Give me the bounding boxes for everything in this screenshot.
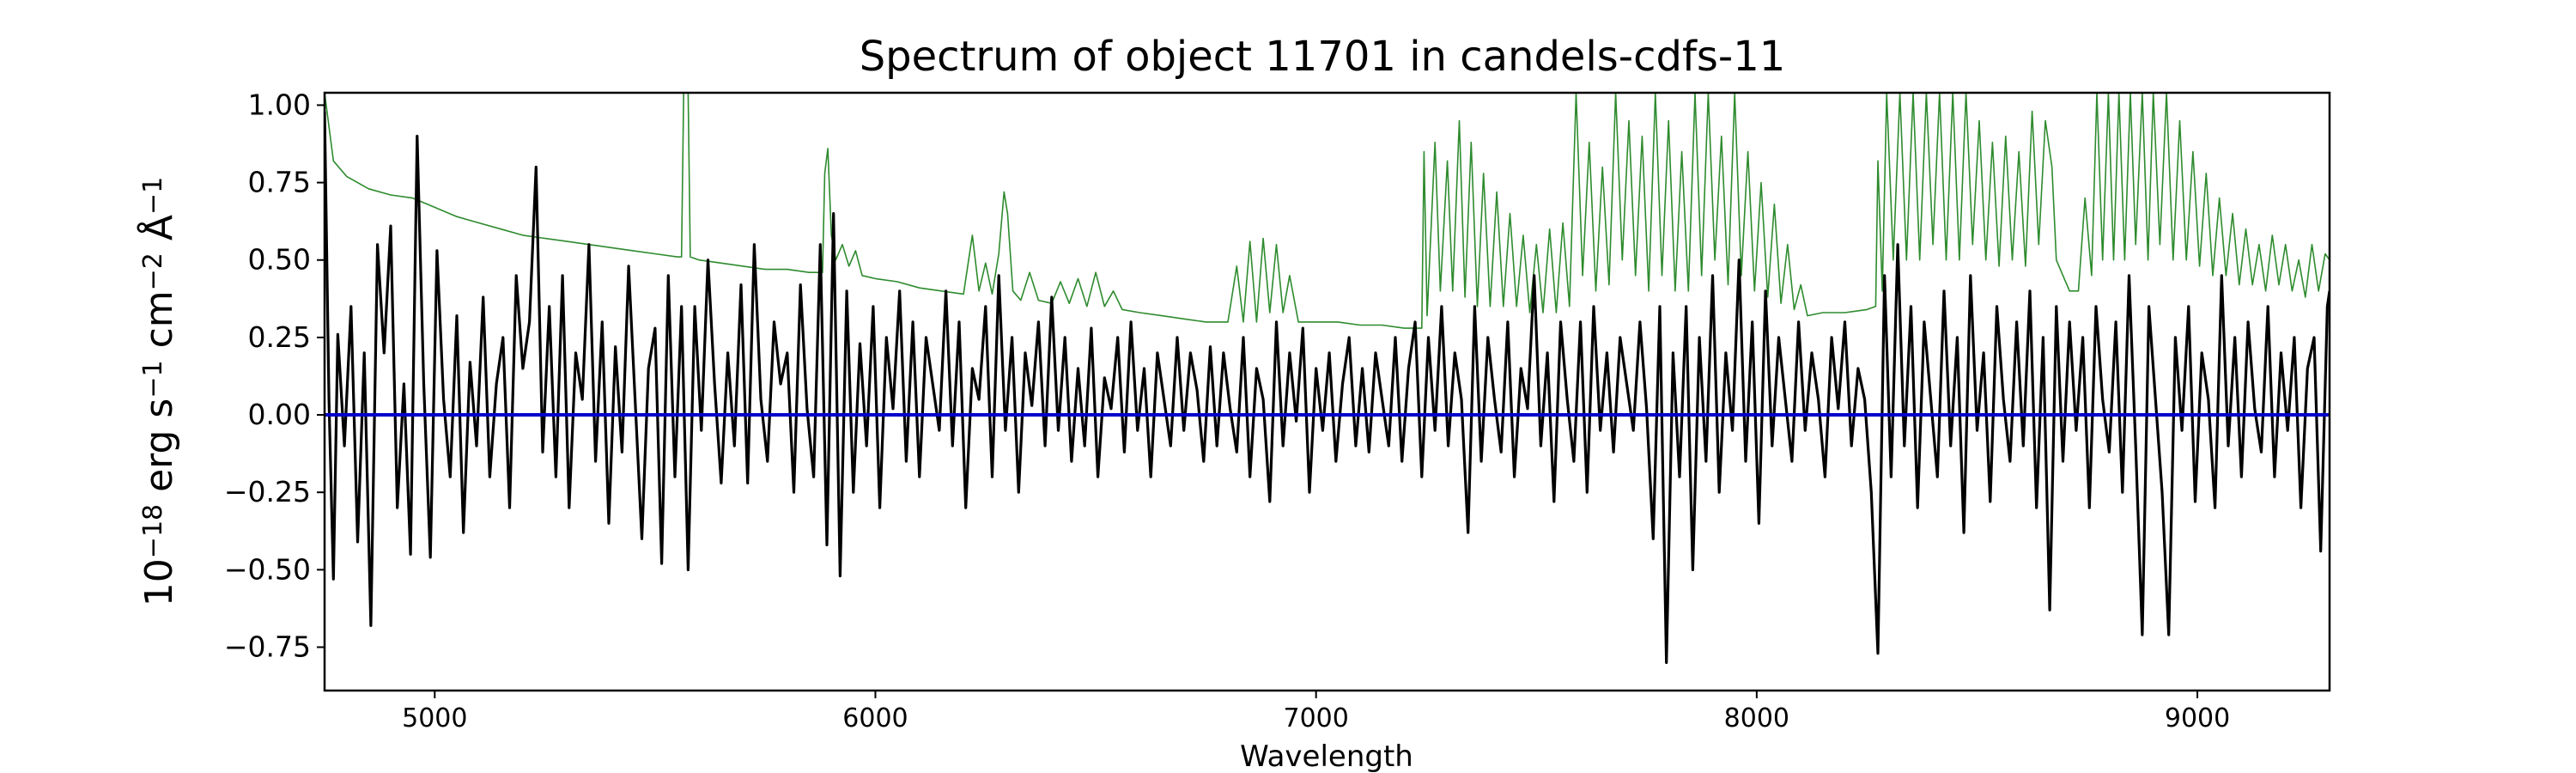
y-tick-label: −0.25	[224, 475, 311, 508]
y-label-unit: Å	[136, 215, 181, 253]
x-axis-label: Wavelength	[1240, 740, 1413, 773]
chart-title: Spectrum of object 11701 in candels-cdfs…	[860, 33, 1786, 81]
x-tick-label: 8000	[1724, 703, 1789, 733]
x-tick-label: 5000	[402, 703, 467, 733]
x-tick-label: 7000	[1283, 703, 1348, 733]
plot-frame	[323, 91, 2331, 692]
x-tick-label: 9000	[2165, 703, 2230, 733]
error-line	[325, 93, 2330, 329]
series-layer	[325, 93, 2330, 665]
y-label-exponent: −18	[138, 504, 168, 558]
y-label-unit-exponent: −2	[138, 253, 168, 290]
y-tick-label: 1.00	[248, 88, 311, 121]
y-tick-label: 0.25	[248, 320, 311, 354]
y-label-unit-exponent: −1	[138, 177, 168, 215]
y-axis-label: 10−18 erg s−1 cm−2 Å−1	[136, 177, 181, 606]
y-tick-label: 0.50	[248, 243, 311, 277]
y-tick-label: −0.75	[224, 630, 311, 664]
y-label-base: 10	[137, 558, 181, 606]
y-axis: −0.75 −0.50 −0.25 0.00 0.25 0.50 0.75 1.00	[224, 88, 325, 664]
y-label-unit: erg s	[137, 399, 181, 504]
y-tick-label: 0.75	[248, 166, 311, 199]
y-label-unit-exponent: −1	[138, 360, 168, 398]
x-tick-label: 6000	[842, 703, 908, 733]
flux-line	[325, 111, 2330, 665]
y-label-unit: cm	[137, 290, 181, 360]
y-tick-label: 0.00	[248, 398, 311, 431]
y-tick-label: −0.50	[224, 552, 311, 586]
x-axis: 5000 6000 7000 8000 9000	[402, 691, 2230, 733]
